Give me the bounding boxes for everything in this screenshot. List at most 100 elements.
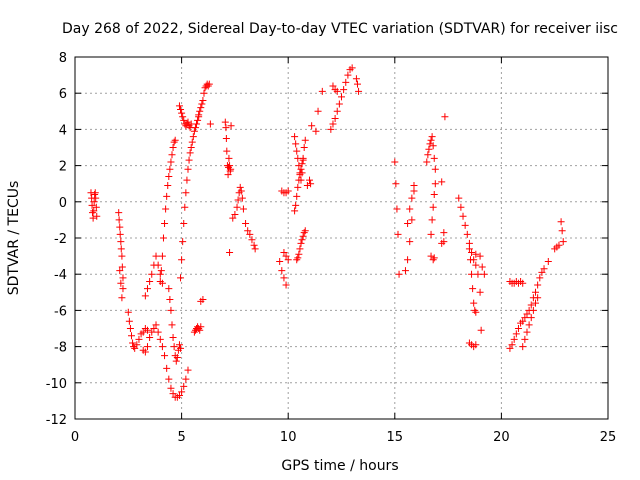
data-point [116, 267, 124, 275]
data-point [519, 279, 527, 287]
data-point [164, 182, 172, 190]
data-point [163, 364, 171, 372]
data-point [180, 116, 188, 124]
data-point [280, 248, 288, 256]
data-point [424, 151, 432, 159]
data-point [135, 335, 143, 343]
data-point [478, 263, 486, 271]
data-point [166, 165, 174, 173]
data-point [139, 328, 147, 336]
data-point [91, 191, 99, 199]
data-point [294, 254, 302, 262]
data-point [459, 212, 467, 220]
data-point [297, 239, 305, 247]
x-tick-label: 10 [280, 430, 297, 445]
data-point [179, 238, 187, 246]
data-point [190, 127, 198, 135]
chart-title: Day 268 of 2022, Sidereal Day-to-day VTE… [62, 21, 618, 37]
data-point [163, 192, 171, 200]
data-point [506, 344, 514, 352]
data-point [429, 203, 437, 211]
data-point [124, 308, 132, 316]
series-arc1 [87, 189, 101, 222]
data-point [338, 93, 345, 101]
data-point [169, 390, 177, 398]
data-point [251, 245, 259, 253]
data-point [555, 241, 563, 249]
data-point [512, 330, 520, 338]
data-point [463, 230, 471, 238]
data-point [117, 238, 125, 246]
series-arc23 [308, 87, 326, 135]
data-point [468, 248, 476, 256]
data-point [161, 220, 169, 228]
data-point [300, 144, 308, 151]
data-point [194, 116, 202, 124]
data-point [127, 332, 135, 340]
data-point [238, 194, 246, 202]
data-point [167, 158, 175, 166]
data-point [427, 230, 435, 238]
data-point [170, 138, 178, 146]
series-arc30 [423, 133, 439, 173]
data-point [455, 194, 463, 202]
data-point [532, 288, 540, 296]
data-point [117, 279, 125, 287]
data-point [182, 375, 190, 383]
data-point [229, 214, 237, 222]
data-point [296, 245, 304, 253]
data-point [221, 118, 229, 126]
data-point [534, 294, 542, 302]
data-points [87, 64, 567, 401]
data-point [312, 127, 320, 135]
data-point [291, 207, 299, 215]
series-arc2 [115, 209, 127, 302]
data-point [152, 252, 160, 260]
series-arc21 [293, 227, 309, 264]
data-point [307, 180, 315, 188]
data-point [295, 250, 303, 258]
data-point [146, 334, 154, 342]
data-point [175, 391, 183, 399]
data-point [301, 227, 309, 235]
data-point [532, 299, 540, 307]
data-point [465, 245, 473, 253]
data-point [162, 205, 170, 213]
data-point [470, 299, 478, 307]
x-axis-label: GPS time / hours [281, 458, 398, 474]
data-point [353, 80, 361, 88]
data-point [242, 220, 250, 228]
data-point [184, 366, 192, 374]
data-point [167, 384, 175, 392]
data-point [183, 176, 191, 184]
y-tick-label: -2 [54, 232, 67, 247]
data-point [197, 104, 205, 112]
series-arc17 [280, 248, 292, 264]
data-point [406, 238, 414, 246]
data-point [231, 210, 239, 218]
data-point [538, 268, 546, 276]
data-point [544, 258, 552, 266]
data-point [197, 323, 205, 331]
y-tick-label: -6 [54, 304, 67, 319]
data-point [129, 339, 137, 347]
data-point [510, 335, 518, 343]
data-point [429, 256, 437, 264]
data-point [303, 182, 311, 190]
data-point [472, 250, 480, 258]
data-point [133, 341, 141, 349]
data-point [148, 328, 156, 336]
data-point [237, 187, 245, 195]
x-tick-label: 25 [600, 430, 617, 445]
data-point [426, 140, 434, 148]
data-point [295, 176, 303, 184]
data-point [156, 277, 164, 285]
data-point [282, 281, 290, 289]
data-point [205, 80, 213, 88]
data-point [224, 171, 232, 179]
data-point [410, 182, 418, 190]
series-arc29 [404, 182, 418, 228]
data-point [204, 82, 212, 90]
series-arc11 [195, 80, 214, 128]
data-point [169, 334, 177, 342]
